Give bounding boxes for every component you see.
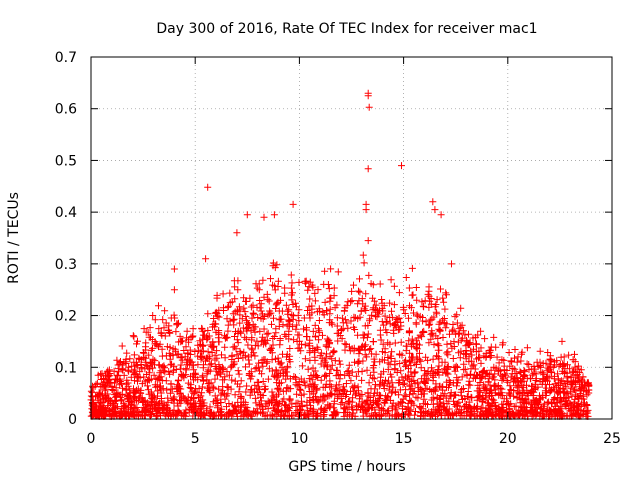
y-tick-label: 0.7 xyxy=(55,50,77,66)
x-tick-label: 0 xyxy=(87,431,96,447)
grid xyxy=(91,57,612,419)
y-tick-label: 0.4 xyxy=(55,205,77,221)
scatter-markers xyxy=(87,89,593,420)
x-tick-labels: 0 5 10 15 20 25 xyxy=(87,431,621,447)
x-tick-label: 10 xyxy=(290,431,308,447)
data-points xyxy=(87,89,593,420)
y-tick-label: 0.2 xyxy=(55,309,77,325)
y-axis-label: ROTI / TECUs xyxy=(6,192,22,284)
axis-ticks xyxy=(90,56,613,420)
x-axis-label: GPS time / hours xyxy=(288,459,405,475)
chart-title: Day 300 of 2016, Rate Of TEC Index for r… xyxy=(156,21,537,37)
x-tick-label: 5 xyxy=(191,431,200,447)
x-tick-label: 25 xyxy=(603,431,621,447)
y-tick-label: 0.6 xyxy=(55,102,77,118)
y-tick-label: 0.3 xyxy=(55,257,77,273)
y-tick-label: 0 xyxy=(68,412,77,428)
y-tick-label: 0.1 xyxy=(55,360,77,376)
y-tick-labels: 0 0.1 0.2 0.3 0.4 0.5 0.6 0.7 xyxy=(55,50,77,428)
y-tick-label: 0.5 xyxy=(55,153,77,169)
x-tick-label: 15 xyxy=(395,431,413,447)
plot-frame xyxy=(90,56,613,420)
x-tick-label: 20 xyxy=(499,431,517,447)
